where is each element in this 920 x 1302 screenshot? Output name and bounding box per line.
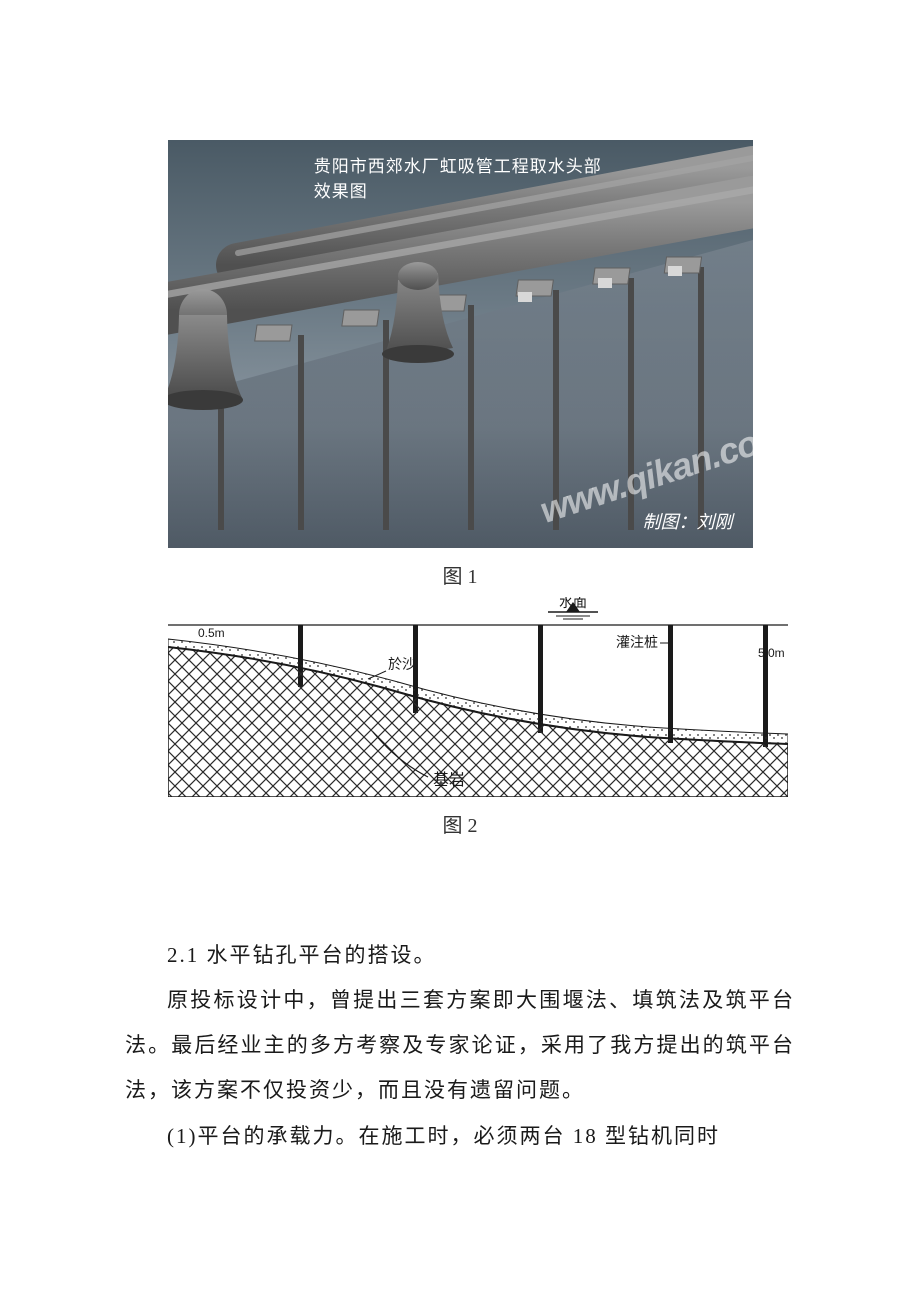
pile-5 (763, 625, 768, 747)
label-depth-right: 5.0m (758, 646, 785, 660)
section-heading: 2.1 水平钻孔平台的搭设。 (125, 933, 795, 978)
paragraph-2: (1)平台的承载力。在施工时，必须两台 18 型钻机同时 (125, 1114, 795, 1159)
pile-4 (668, 625, 673, 743)
figure1-title: 贵阳市西郊水厂虹吸管工程取水头部效果图 (314, 152, 607, 202)
label-bedrock: 基岩 (433, 771, 465, 789)
body-text: 2.1 水平钻孔平台的搭设。 原投标设计中，曾提出三套方案即大围堰法、填筑法及筑… (120, 933, 800, 1159)
figure2-section: 水面 0.5m 5.0m 灌注桩 於沙 (168, 597, 788, 797)
figure1-credit: 制图：刘刚 (643, 508, 733, 534)
figure1: 贵阳市西郊水厂虹吸管工程取水头部效果图 (168, 140, 753, 548)
bedrock (168, 647, 788, 797)
figure-area: 贵阳市西郊水厂虹吸管工程取水头部效果图 (168, 140, 753, 838)
label-pile: 灌注桩 (616, 634, 658, 651)
label-sand: 於沙 (388, 657, 416, 673)
label-water: 水面 (559, 597, 587, 611)
paragraph-1: 原投标设计中，曾提出三套方案即大围堰法、填筑法及筑平台法。最后经业主的多方考察及… (125, 978, 795, 1113)
figure2-caption: 图 2 (168, 809, 753, 838)
figure1-caption: 图 1 (168, 560, 753, 589)
figure2: 水面 0.5m 5.0m 灌注桩 於沙 (168, 597, 788, 797)
label-depth-left: 0.5m (198, 626, 225, 640)
